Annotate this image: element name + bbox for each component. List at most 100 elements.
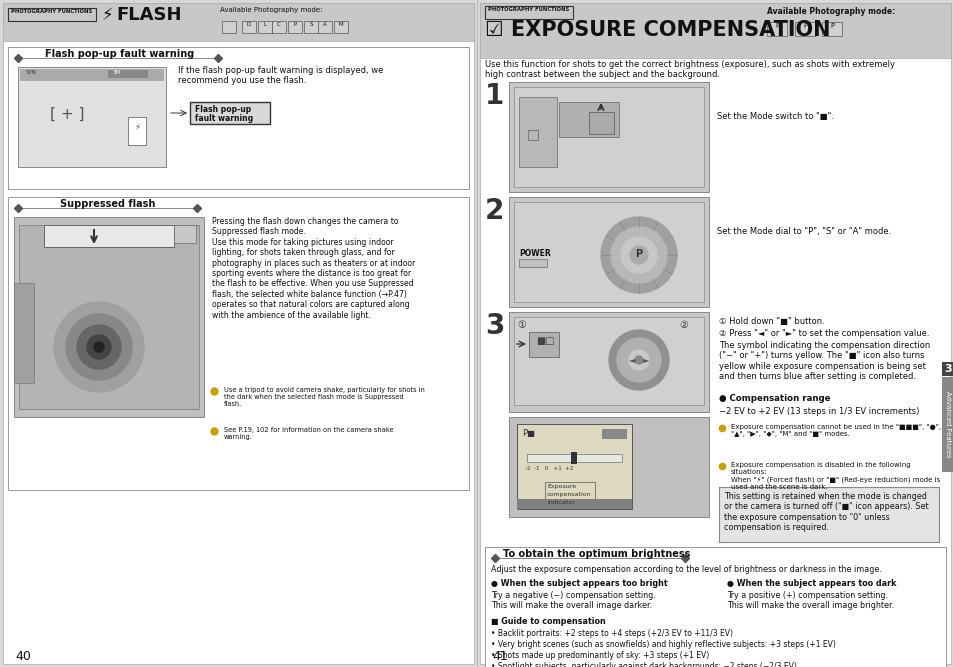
Bar <box>484 6 573 19</box>
Circle shape <box>66 314 132 380</box>
Bar <box>334 21 348 33</box>
Text: 2: 2 <box>484 197 504 225</box>
Text: FLASH: FLASH <box>116 6 181 24</box>
Text: ● When the subject appears too bright: ● When the subject appears too bright <box>491 579 667 588</box>
Text: Use a tripod to avoid camera shake, particularly for shots in
the dark when the : Use a tripod to avoid camera shake, part… <box>224 387 424 407</box>
Text: 3M: 3M <box>112 70 121 75</box>
Text: ● When the subject appears too dark: ● When the subject appears too dark <box>726 579 896 588</box>
Bar <box>766 22 786 36</box>
Bar <box>304 21 317 33</box>
Circle shape <box>610 227 666 283</box>
Text: 40: 40 <box>15 650 30 663</box>
Text: • Very bright scenes (such as snowfields) and highly reflective subjects: +3 ste: • Very bright scenes (such as snowfields… <box>491 640 835 649</box>
Text: This setting is retained when the mode is changed
or the camera is turned off (": This setting is retained when the mode i… <box>723 492 927 532</box>
Bar <box>509 312 708 412</box>
Bar <box>517 499 631 509</box>
Text: • Backlit portraits: +2 steps to +4 steps (+2/3 EV to +11/3 EV): • Backlit portraits: +2 steps to +4 step… <box>491 629 732 638</box>
Text: □: □ <box>526 127 539 141</box>
Text: • Shots made up predominantly of sky: +3 steps (+1 EV): • Shots made up predominantly of sky: +3… <box>491 651 708 660</box>
Text: [ + ]: [ + ] <box>50 107 85 122</box>
Text: P: P <box>294 22 296 27</box>
Text: Flash pop-up: Flash pop-up <box>194 105 251 114</box>
Text: Exposure: Exposure <box>546 484 576 489</box>
Bar <box>719 487 938 542</box>
Text: fault warning: fault warning <box>194 114 253 123</box>
Text: 3: 3 <box>484 312 504 340</box>
Circle shape <box>628 350 648 370</box>
Bar <box>484 547 945 667</box>
Bar <box>518 259 546 267</box>
Text: Exposure compensation is disabled in the following
situations:
When "⚡" (Forced : Exposure compensation is disabled in the… <box>730 462 940 490</box>
Bar <box>941 377 953 472</box>
Bar <box>479 3 950 664</box>
Circle shape <box>87 335 111 359</box>
Text: Use this function for shots to get the correct brightness (exposure), such as sh: Use this function for shots to get the c… <box>484 60 894 79</box>
Text: Adjust the exposure compensation according to the level of brightness or darknes: Adjust the exposure compensation accordi… <box>491 565 881 574</box>
Bar <box>14 217 204 417</box>
Text: 41: 41 <box>492 650 507 663</box>
Text: ⚡: ⚡ <box>102 6 113 24</box>
Text: ②: ② <box>679 320 687 330</box>
Bar <box>479 3 950 58</box>
Text: ☑ EXPOSURE COMPENSATION: ☑ EXPOSURE COMPENSATION <box>484 20 830 40</box>
Bar <box>14 283 34 383</box>
Text: Available Photography mode:: Available Photography mode: <box>766 7 894 16</box>
Bar <box>588 112 614 134</box>
Circle shape <box>620 237 657 273</box>
Bar <box>509 417 708 517</box>
Text: Set the Mode switch to "■".: Set the Mode switch to "■". <box>717 112 833 121</box>
Text: Set the Mode dial to "P", "S" or "A" mode.: Set the Mode dial to "P", "S" or "A" mod… <box>717 227 890 236</box>
Text: • Spotlight subjects, particularly against dark backgrounds: −2 steps (−2/3 EV): • Spotlight subjects, particularly again… <box>491 662 796 667</box>
Text: Advanced Features: Advanced Features <box>944 391 950 458</box>
Text: ② Press "◄" or "►" to set the compensation value.: ② Press "◄" or "►" to set the compensati… <box>719 329 928 338</box>
Bar <box>8 197 469 490</box>
Bar <box>526 454 621 462</box>
Text: Try a negative (−) compensation setting.
This will make the overall image darker: Try a negative (−) compensation setting.… <box>491 591 655 610</box>
Text: Available Photography mode:: Available Photography mode: <box>220 7 322 13</box>
Bar <box>571 452 577 464</box>
Bar <box>518 97 557 167</box>
Text: ⚡: ⚡ <box>134 122 140 131</box>
Text: P: P <box>635 249 641 259</box>
Bar <box>288 21 302 33</box>
Text: Try a positive (+) compensation setting.
This will make the overall image bright: Try a positive (+) compensation setting.… <box>726 591 893 610</box>
Bar <box>242 21 255 33</box>
Text: P: P <box>802 23 806 29</box>
Bar <box>3 3 474 664</box>
Bar <box>514 317 703 405</box>
Bar <box>44 225 173 247</box>
Bar <box>190 102 270 124</box>
Text: ① Hold down "■" button.: ① Hold down "■" button. <box>719 317 824 326</box>
Text: Exposure compensation cannot be used in the "■■■", "●",
"▲", "▶", "◆", "M" and ": Exposure compensation cannot be used in … <box>730 424 941 437</box>
Bar <box>20 69 164 81</box>
Circle shape <box>600 217 677 293</box>
Text: PHOTOGRAPHY FUNCTIONS: PHOTOGRAPHY FUNCTIONS <box>11 9 92 14</box>
Text: D: D <box>247 22 251 27</box>
Bar <box>544 482 595 502</box>
Text: -2  -1   0   +1  +2: -2 -1 0 +1 +2 <box>524 466 573 471</box>
Text: 1: 1 <box>484 82 504 110</box>
Bar <box>272 21 286 33</box>
Circle shape <box>54 302 144 392</box>
Text: P■: P■ <box>521 429 535 438</box>
Circle shape <box>77 325 121 369</box>
Text: S: S <box>309 22 313 27</box>
Text: 3: 3 <box>943 364 951 374</box>
Text: P: P <box>774 23 779 29</box>
Text: compensation: compensation <box>546 492 591 497</box>
Text: ■ Guide to compensation: ■ Guide to compensation <box>491 617 605 626</box>
Bar <box>18 67 166 167</box>
Bar <box>601 429 626 439</box>
Text: To obtain the optimum brightness: To obtain the optimum brightness <box>503 549 690 559</box>
Text: M: M <box>338 22 343 27</box>
Bar <box>8 8 96 21</box>
Text: The symbol indicating the compensation direction
("−" or "+") turns yellow. The : The symbol indicating the compensation d… <box>719 341 929 382</box>
Bar <box>514 202 703 302</box>
Text: If the flash pop-up fault warning is displayed, we
recommend you use the flash.: If the flash pop-up fault warning is dis… <box>178 66 383 85</box>
Bar <box>517 424 631 509</box>
Bar <box>514 87 703 187</box>
Circle shape <box>617 338 660 382</box>
Bar <box>19 225 199 409</box>
Text: POWER: POWER <box>518 249 550 258</box>
Bar <box>3 3 474 41</box>
